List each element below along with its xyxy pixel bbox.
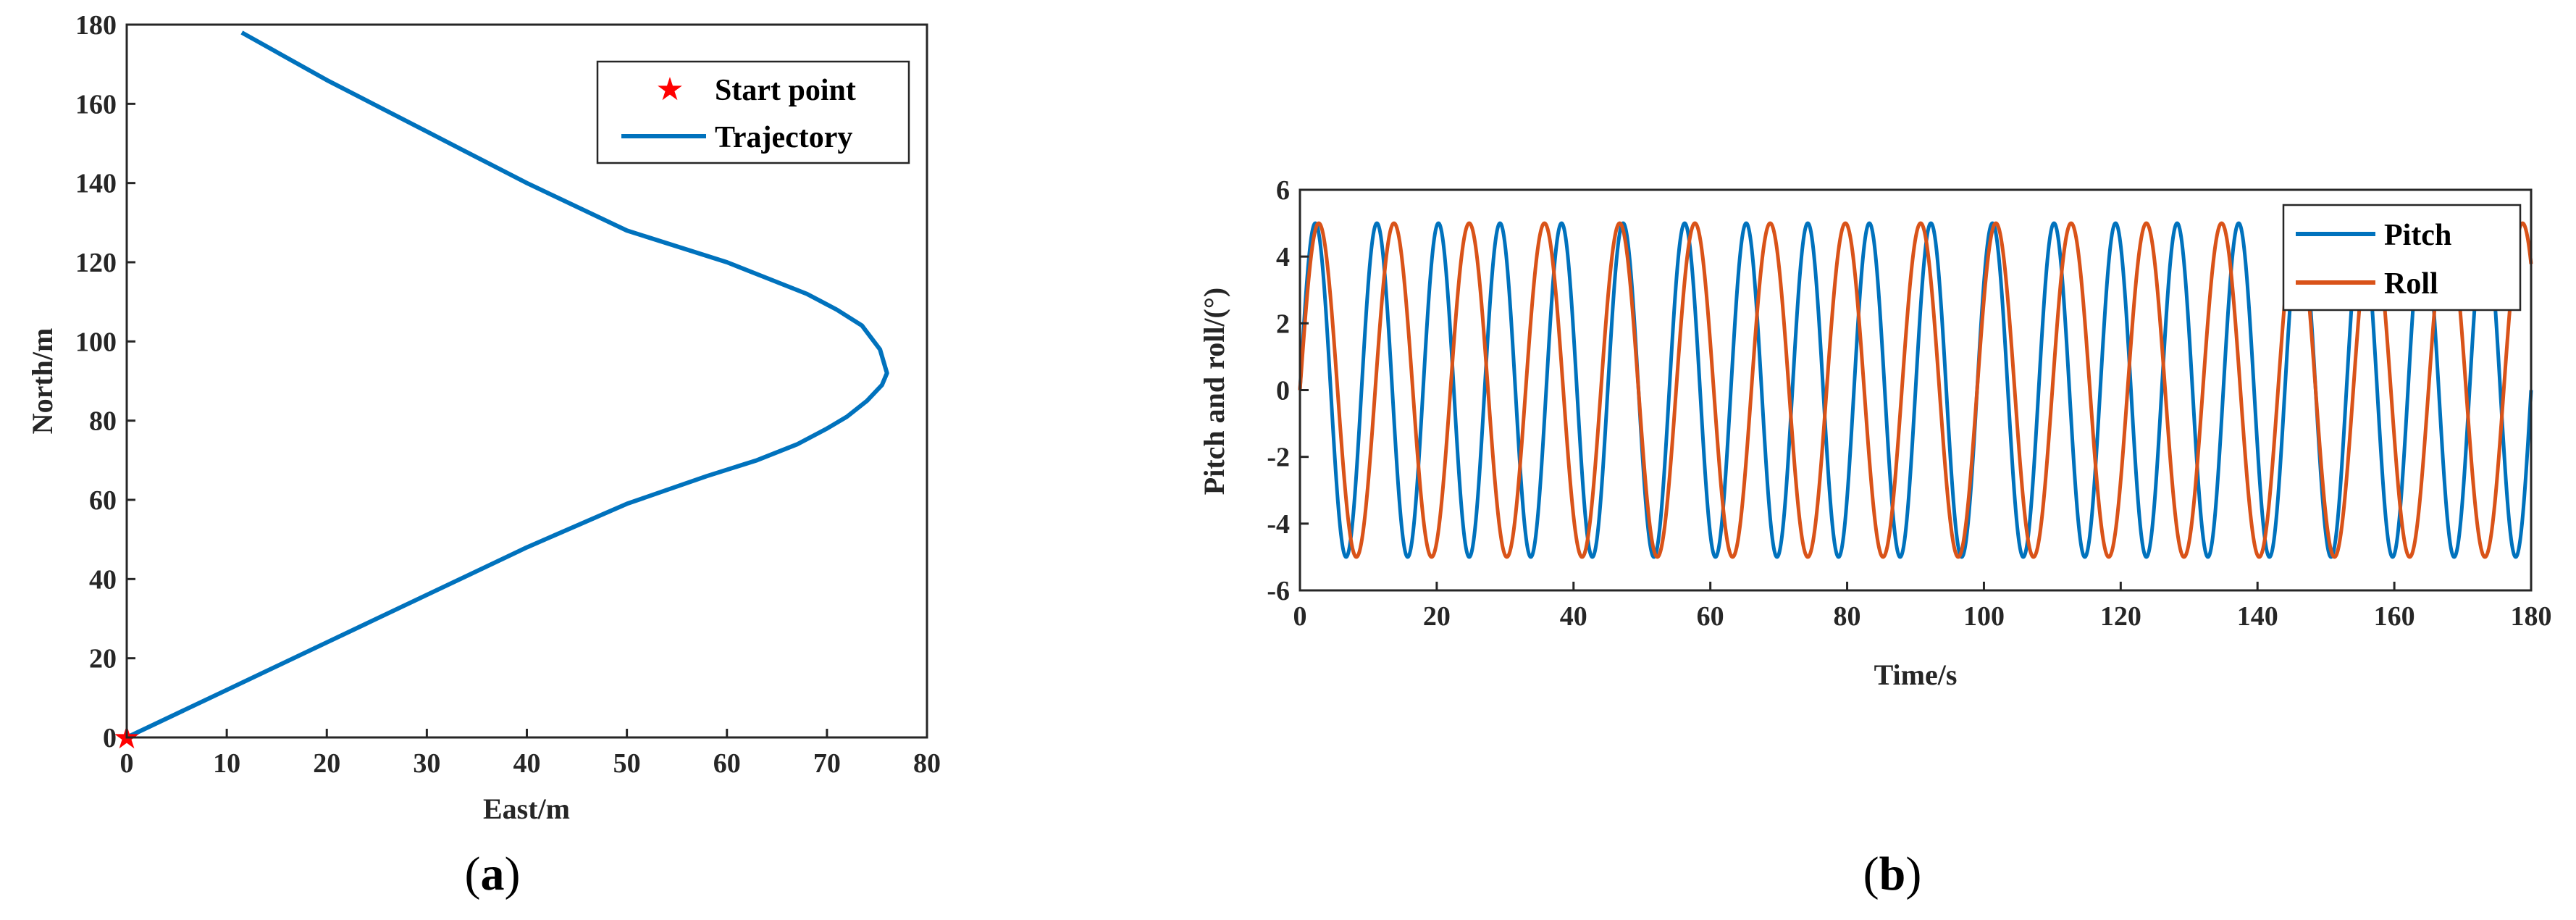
- panel-b-x-tick-label: 140: [2237, 601, 2278, 632]
- panel-a-x-tick-label: 80: [913, 748, 941, 779]
- panel-a-x-tick-label: 30: [413, 748, 440, 779]
- panel-b-x-tick-label: 120: [2100, 601, 2141, 632]
- panel-a-x-tick-label: 10: [213, 748, 240, 779]
- trajectory-line: [125, 30, 889, 740]
- legend-star-icon: ★: [655, 71, 684, 108]
- panel-a-legend-trajectory: Trajectory: [715, 121, 852, 154]
- panel-a-x-tick-label: 60: [713, 748, 741, 779]
- panel-b-y-tick-label: -6: [1267, 576, 1290, 606]
- roll-line: [1298, 221, 2533, 559]
- panel-b-y-tick-label: 0: [1276, 376, 1290, 406]
- panel-b-legend-box: [2282, 204, 2522, 311]
- panel-a-y-tick-label: 80: [89, 406, 117, 437]
- panel-b-x-tick-label: 180: [2511, 601, 2552, 632]
- panel-b-legend: Pitch Roll: [2282, 204, 2522, 311]
- panel-a-y-tick-label: 140: [75, 169, 117, 199]
- panel-a-x-tick-label: 70: [813, 748, 841, 779]
- panel-a-x-tick-label: 20: [313, 748, 340, 779]
- panel-b-y-tick-label: 2: [1276, 309, 1290, 339]
- panel-b-plot-area: [1298, 221, 2533, 559]
- panel-a-y-tick-label: 40: [89, 564, 117, 595]
- panel-b-x-tick-label: 160: [2374, 601, 2415, 632]
- panel-a-y-tick-label: 180: [75, 10, 117, 41]
- caption-a: (a): [465, 848, 521, 900]
- panel-a-x-tick-label: 0: [120, 748, 134, 779]
- caption-b: (b): [1863, 848, 1922, 900]
- panel-b-y-tick-label: -4: [1267, 509, 1290, 540]
- panel-a-x-tick-label: 40: [513, 748, 541, 779]
- panel-a-x-tick-label: 50: [613, 748, 641, 779]
- panel-b-x-tick-label: 20: [1423, 601, 1451, 632]
- panel-b-ticks: 0 20 40 60 80 100 120 140 160 180 -6 -4 -2 0 2 4 6: [1267, 175, 2551, 632]
- panel-b-legend-pitch: Pitch: [2384, 219, 2451, 252]
- panel-b-x-axis-label: Time/s: [1874, 658, 1958, 691]
- panel-b-legend-roll: Roll: [2384, 267, 2438, 301]
- panel-a-legend-start-point: Start point: [715, 74, 856, 107]
- panel-a-y-tick-label: 100: [75, 327, 117, 357]
- panel-a-legend-box: [596, 60, 910, 164]
- panel-a-legend: ★ Start point Trajectory: [596, 60, 910, 164]
- panel-b-y-tick-label: 6: [1276, 175, 1290, 206]
- panel-a-y-tick-label: 20: [89, 644, 117, 674]
- panel-b-x-tick-label: 60: [1697, 601, 1724, 632]
- panel-a-y-tick-label: 120: [75, 248, 117, 278]
- panel-b-x-tick-label: 40: [1560, 601, 1587, 632]
- panel-b-y-tick-label: 4: [1276, 242, 1290, 272]
- panel-a-y-axis-label: North/m: [26, 328, 59, 435]
- panel-b-chart: 0 20 40 60 80 100 120 140 160 180 -6 -4 -2 0 2 4 6 Time/…: [1198, 175, 2552, 691]
- panel-a-x-axis-label: East/m: [483, 793, 570, 825]
- panel-b-x-tick-label: 80: [1834, 601, 1861, 632]
- panel-a-y-tick-label: 160: [75, 89, 117, 120]
- panel-b-x-tick-label: 0: [1293, 601, 1307, 632]
- panel-b-y-tick-label: -2: [1267, 443, 1290, 473]
- pitch-line: [1298, 221, 2533, 559]
- panel-a-chart: ★ 0 10 20 30 40 50 60 70 80 0 20 40 60 80 100 120 140 160…: [26, 10, 941, 825]
- panel-b-y-axis-label: Pitch and roll/(°): [1198, 288, 1230, 495]
- panel-b-x-tick-label: 100: [1963, 601, 2005, 632]
- panel-a-ticks: 0 10 20 30 40 50 60 70 80 0 20 40 60 80 100 120 140 160 18…: [75, 10, 941, 779]
- panel-a-y-tick-label: 60: [89, 485, 117, 516]
- panel-a-y-tick-label: 0: [103, 723, 117, 753]
